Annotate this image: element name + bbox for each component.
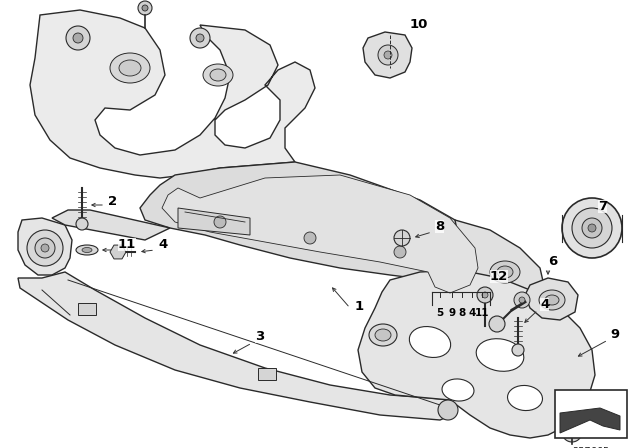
Ellipse shape: [110, 53, 150, 83]
Text: 7: 7: [598, 200, 607, 213]
Circle shape: [214, 216, 226, 228]
Circle shape: [304, 232, 316, 244]
Circle shape: [394, 246, 406, 258]
Circle shape: [378, 45, 398, 65]
Circle shape: [190, 28, 210, 48]
Circle shape: [35, 238, 55, 258]
Ellipse shape: [210, 69, 226, 81]
Circle shape: [572, 208, 612, 248]
Circle shape: [76, 218, 88, 230]
Ellipse shape: [375, 329, 391, 341]
Text: 4: 4: [540, 298, 549, 311]
Polygon shape: [363, 32, 412, 78]
Ellipse shape: [497, 266, 513, 278]
Circle shape: [562, 422, 582, 442]
Polygon shape: [560, 408, 620, 433]
Ellipse shape: [76, 245, 98, 255]
Polygon shape: [18, 272, 452, 420]
Text: 11: 11: [118, 238, 136, 251]
Polygon shape: [525, 278, 578, 320]
Circle shape: [588, 224, 596, 232]
Text: 6: 6: [548, 255, 557, 268]
Circle shape: [514, 292, 530, 308]
Polygon shape: [140, 162, 490, 300]
Polygon shape: [18, 218, 72, 275]
Ellipse shape: [203, 64, 233, 86]
Text: 5: 5: [436, 308, 444, 318]
Circle shape: [142, 5, 148, 11]
Ellipse shape: [369, 324, 397, 346]
Text: 357665: 357665: [572, 447, 609, 448]
Polygon shape: [30, 10, 315, 178]
Text: 10: 10: [410, 18, 428, 31]
Circle shape: [394, 230, 410, 246]
Circle shape: [73, 33, 83, 43]
Circle shape: [558, 406, 586, 434]
Circle shape: [519, 297, 525, 303]
Ellipse shape: [410, 327, 451, 358]
Text: 8: 8: [435, 220, 444, 233]
Polygon shape: [455, 220, 545, 320]
Polygon shape: [162, 175, 478, 293]
Circle shape: [138, 1, 152, 15]
Circle shape: [562, 198, 622, 258]
Bar: [258, 368, 276, 380]
Circle shape: [196, 34, 204, 42]
Text: 1: 1: [355, 300, 364, 313]
Text: 2: 2: [108, 195, 117, 208]
Circle shape: [41, 244, 49, 252]
Circle shape: [582, 218, 602, 238]
Circle shape: [565, 413, 579, 427]
Text: 4: 4: [158, 238, 167, 251]
Text: 9: 9: [449, 308, 456, 318]
Circle shape: [384, 51, 392, 59]
Polygon shape: [358, 270, 595, 438]
Circle shape: [512, 344, 524, 356]
Circle shape: [482, 292, 488, 298]
Text: 12: 12: [490, 270, 508, 283]
Circle shape: [438, 400, 458, 420]
Ellipse shape: [476, 339, 524, 371]
Text: 8: 8: [458, 308, 466, 318]
Polygon shape: [52, 210, 170, 240]
Ellipse shape: [442, 379, 474, 401]
Ellipse shape: [508, 385, 543, 410]
Polygon shape: [110, 245, 126, 259]
Circle shape: [489, 316, 505, 332]
Text: 4: 4: [468, 308, 476, 318]
Circle shape: [477, 287, 493, 303]
Text: 11: 11: [475, 308, 489, 318]
Ellipse shape: [119, 60, 141, 76]
Ellipse shape: [539, 290, 565, 310]
Circle shape: [27, 230, 63, 266]
Circle shape: [569, 417, 575, 423]
Polygon shape: [178, 208, 250, 235]
Bar: [78, 303, 96, 315]
Ellipse shape: [545, 295, 559, 305]
Circle shape: [66, 26, 90, 50]
Bar: [555, 390, 627, 438]
Text: 3: 3: [255, 330, 264, 343]
Ellipse shape: [490, 261, 520, 283]
Ellipse shape: [82, 247, 92, 253]
Text: 9: 9: [610, 328, 619, 341]
